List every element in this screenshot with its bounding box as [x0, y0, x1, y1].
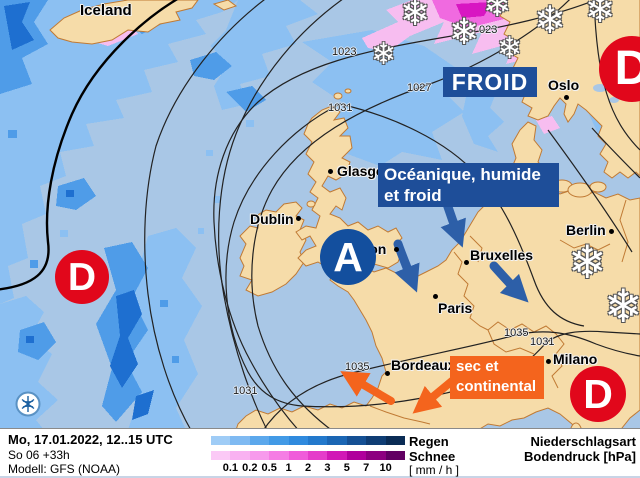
rain-scale-segment — [288, 436, 309, 445]
annotation-froid: FROID — [443, 67, 537, 97]
snow-scale-segment — [249, 451, 270, 460]
land-danish-isle — [589, 181, 607, 193]
legend-tick-labels: 0.1 0.2 0.5 1 2 3 5 7 10 — [211, 462, 405, 474]
rain-scale-segment — [327, 436, 347, 445]
annotation-oceanique: Océanique, humide et froid — [378, 163, 559, 207]
snow-color-scale — [211, 451, 406, 460]
annotation-sec-line1: sec et — [456, 358, 499, 375]
annotation-oceanique-line2: et froid — [384, 186, 442, 205]
land-isle-of-man — [306, 200, 316, 208]
legend-unit-label: [ mm / h ] — [409, 463, 460, 477]
snow-scale-segment — [288, 451, 309, 460]
wind-arrows-dry — [340, 371, 456, 414]
rain-scale-segment — [211, 436, 231, 445]
snow-scale-label: Schnee — [409, 449, 456, 464]
run-offset-label: So 06 +33h — [8, 448, 70, 462]
rain-scale-segment — [366, 436, 386, 445]
dry-arrow-icon — [340, 371, 395, 405]
snow-scale-segment — [385, 451, 406, 460]
model-label: Modell: GFS (NOAA) — [8, 462, 121, 476]
lake-vattern — [609, 97, 619, 103]
legend-tick-0.2: 0.2 — [242, 462, 258, 474]
legend-tick-1: 1 — [285, 462, 292, 474]
rain-scale-segment — [230, 436, 250, 445]
legend-tick-7: 7 — [363, 462, 370, 474]
isobars — [0, 0, 640, 433]
snow-scale-segment — [346, 451, 367, 460]
rain-scale-segment — [346, 436, 367, 445]
rain-color-scale — [211, 436, 406, 445]
cold-arrow-icon — [393, 239, 420, 293]
rain-scale-segment — [249, 436, 270, 445]
rain-scale-segment — [269, 436, 289, 445]
precip-type-title: Niederschlagsart — [530, 434, 637, 449]
pressure-title: Bodendruck [hPa] — [524, 449, 636, 464]
dry-arrow-icon — [412, 377, 456, 414]
legend-tick-3: 3 — [324, 462, 331, 474]
land-shetland — [344, 88, 352, 94]
watermark-logo-icon — [15, 391, 41, 417]
land-orkney — [333, 92, 343, 100]
annotation-oceanique-line1: Océanique, humide — [384, 165, 541, 184]
land-danish-isle — [567, 182, 593, 198]
snow-scale-segment — [327, 451, 347, 460]
legend-tick-2: 2 — [304, 462, 312, 474]
snow-scale-segment — [269, 451, 289, 460]
rain-scale-segment — [385, 436, 406, 445]
legend-tick-0.1: 0.1 — [222, 462, 239, 474]
legend-tick-0.5: 0.5 — [261, 462, 277, 474]
annotation-sec-continental: sec et continental — [450, 356, 544, 399]
valid-time-label: Mo, 17.01.2022, 12..15 UTC — [8, 432, 173, 447]
snow-scale-segment — [308, 451, 328, 460]
snow-scale-segment — [211, 451, 231, 460]
land-skerry — [212, 0, 238, 11]
rain-scale-segment — [308, 436, 328, 445]
rain-scale-label: Regen — [409, 434, 449, 449]
legend-tick-5: 5 — [343, 462, 350, 474]
snow-scale-segment — [230, 451, 250, 460]
cold-arrow-icon — [489, 261, 529, 303]
snow-scale-segment — [366, 451, 386, 460]
annotation-sec-line2: continental — [456, 378, 537, 395]
legend-tick-10: 10 — [379, 462, 392, 474]
bottom-bar: Mo, 17.01.2022, 12..15 UTC So 06 +33h Mo… — [0, 428, 640, 478]
